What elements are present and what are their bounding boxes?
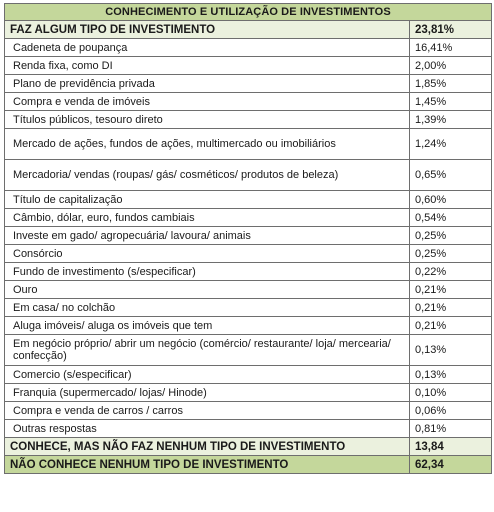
- item-label: Fundo de investimento (s/especificar): [4, 262, 410, 281]
- table-row: Fundo de investimento (s/especificar) 0,…: [4, 262, 493, 281]
- item-value: 0,22%: [408, 262, 493, 281]
- item-value: 2,00%: [408, 56, 493, 75]
- item-label: Renda fixa, como DI: [4, 56, 410, 75]
- not-know-label: NÃO CONHECE NENHUM TIPO DE INVESTIMENTO: [4, 455, 410, 474]
- item-label: Mercadoria/ vendas (roupas/ gás/ cosméti…: [4, 159, 410, 191]
- investments-table-container: CONHECIMENTO E UTILIZAÇÃO DE INVESTIMENT…: [3, 3, 493, 474]
- table-row: Títulos públicos, tesouro direto 1,39%: [4, 110, 493, 129]
- item-label: Aluga imóveis/ aluga os imóveis que tem: [4, 316, 410, 335]
- item-value: 0,13%: [408, 365, 493, 384]
- invest-group-value: 23,81%: [408, 20, 493, 39]
- table-row: Compra e venda de carros / carros 0,06%: [4, 401, 493, 420]
- table-row: Aluga imóveis/ aluga os imóveis que tem …: [4, 316, 493, 335]
- item-label: Ouro: [4, 280, 410, 299]
- item-value: 16,41%: [408, 38, 493, 57]
- invest-group-row: FAZ ALGUM TIPO DE INVESTIMENTO 23,81%: [4, 20, 493, 39]
- item-value: 0,13%: [408, 334, 493, 366]
- table-title: CONHECIMENTO E UTILIZAÇÃO DE INVESTIMENT…: [3, 3, 493, 21]
- item-label: Compra e venda de imóveis: [4, 92, 410, 111]
- table-row: Mercadoria/ vendas (roupas/ gás/ cosméti…: [4, 159, 493, 191]
- table-row: Outras respostas 0,81%: [4, 419, 493, 438]
- table-row: Câmbio, dólar, euro, fundos cambiais 0,5…: [4, 208, 493, 227]
- item-value: 0,21%: [408, 280, 493, 299]
- table-row: Mercado de ações, fundos de ações, multi…: [4, 128, 493, 160]
- item-value: 0,10%: [408, 383, 493, 402]
- investments-table: CONHECIMENTO E UTILIZAÇÃO DE INVESTIMENT…: [3, 3, 493, 474]
- item-label: Em casa/ no colchão: [4, 298, 410, 317]
- item-label: Cadeneta de poupança: [4, 38, 410, 57]
- item-label: Comercio (s/especificar): [4, 365, 410, 384]
- item-label: Em negócio próprio/ abrir um negócio (co…: [4, 334, 410, 366]
- item-label: Outras respostas: [4, 419, 410, 438]
- knows-not-invest-label: CONHECE, MAS NÃO FAZ NENHUM TIPO DE INVE…: [4, 437, 410, 456]
- item-value: 0,81%: [408, 419, 493, 438]
- item-value: 0,60%: [408, 190, 493, 209]
- table-row: Comercio (s/especificar) 0,13%: [4, 365, 493, 384]
- table-row: Cadeneta de poupança 16,41%: [4, 38, 493, 57]
- table-row: Em casa/ no colchão 0,21%: [4, 298, 493, 317]
- item-value: 1,85%: [408, 74, 493, 93]
- item-label: Títulos públicos, tesouro direto: [4, 110, 410, 129]
- item-value: 1,39%: [408, 110, 493, 129]
- table-row: Compra e venda de imóveis 1,45%: [4, 92, 493, 111]
- item-label: Consórcio: [4, 244, 410, 263]
- table-row: Ouro 0,21%: [4, 280, 493, 299]
- item-label: Título de capitalização: [4, 190, 410, 209]
- knows-not-invest-value: 13,84: [408, 437, 493, 456]
- table-row: Investe em gado/ agropecuária/ lavoura/ …: [4, 226, 493, 245]
- table-row: Plano de previdência privada 1,85%: [4, 74, 493, 93]
- knows-not-invest-row: CONHECE, MAS NÃO FAZ NENHUM TIPO DE INVE…: [4, 437, 493, 456]
- item-value: 1,45%: [408, 92, 493, 111]
- item-label: Franquia (supermercado/ lojas/ Hinode): [4, 383, 410, 402]
- item-label: Plano de previdência privada: [4, 74, 410, 93]
- not-know-row: NÃO CONHECE NENHUM TIPO DE INVESTIMENTO …: [4, 455, 493, 474]
- table-row: Renda fixa, como DI 2,00%: [4, 56, 493, 75]
- table-title-row: CONHECIMENTO E UTILIZAÇÃO DE INVESTIMENT…: [3, 3, 493, 21]
- table-row: Em negócio próprio/ abrir um negócio (co…: [4, 334, 493, 366]
- item-value: 0,21%: [408, 298, 493, 317]
- item-value: 1,24%: [408, 128, 493, 160]
- item-label: Investe em gado/ agropecuária/ lavoura/ …: [4, 226, 410, 245]
- item-value: 0,65%: [408, 159, 493, 191]
- item-value: 0,21%: [408, 316, 493, 335]
- invest-group-label: FAZ ALGUM TIPO DE INVESTIMENTO: [4, 20, 410, 39]
- not-know-value: 62,34: [408, 455, 493, 474]
- item-value: 0,25%: [408, 244, 493, 263]
- table-row: Franquia (supermercado/ lojas/ Hinode) 0…: [4, 383, 493, 402]
- table-row: Consórcio 0,25%: [4, 244, 493, 263]
- item-value: 0,25%: [408, 226, 493, 245]
- item-value: 0,06%: [408, 401, 493, 420]
- table-row: Título de capitalização 0,60%: [4, 190, 493, 209]
- item-label: Câmbio, dólar, euro, fundos cambiais: [4, 208, 410, 227]
- item-label: Compra e venda de carros / carros: [4, 401, 410, 420]
- item-label: Mercado de ações, fundos de ações, multi…: [4, 128, 410, 160]
- item-value: 0,54%: [408, 208, 493, 227]
